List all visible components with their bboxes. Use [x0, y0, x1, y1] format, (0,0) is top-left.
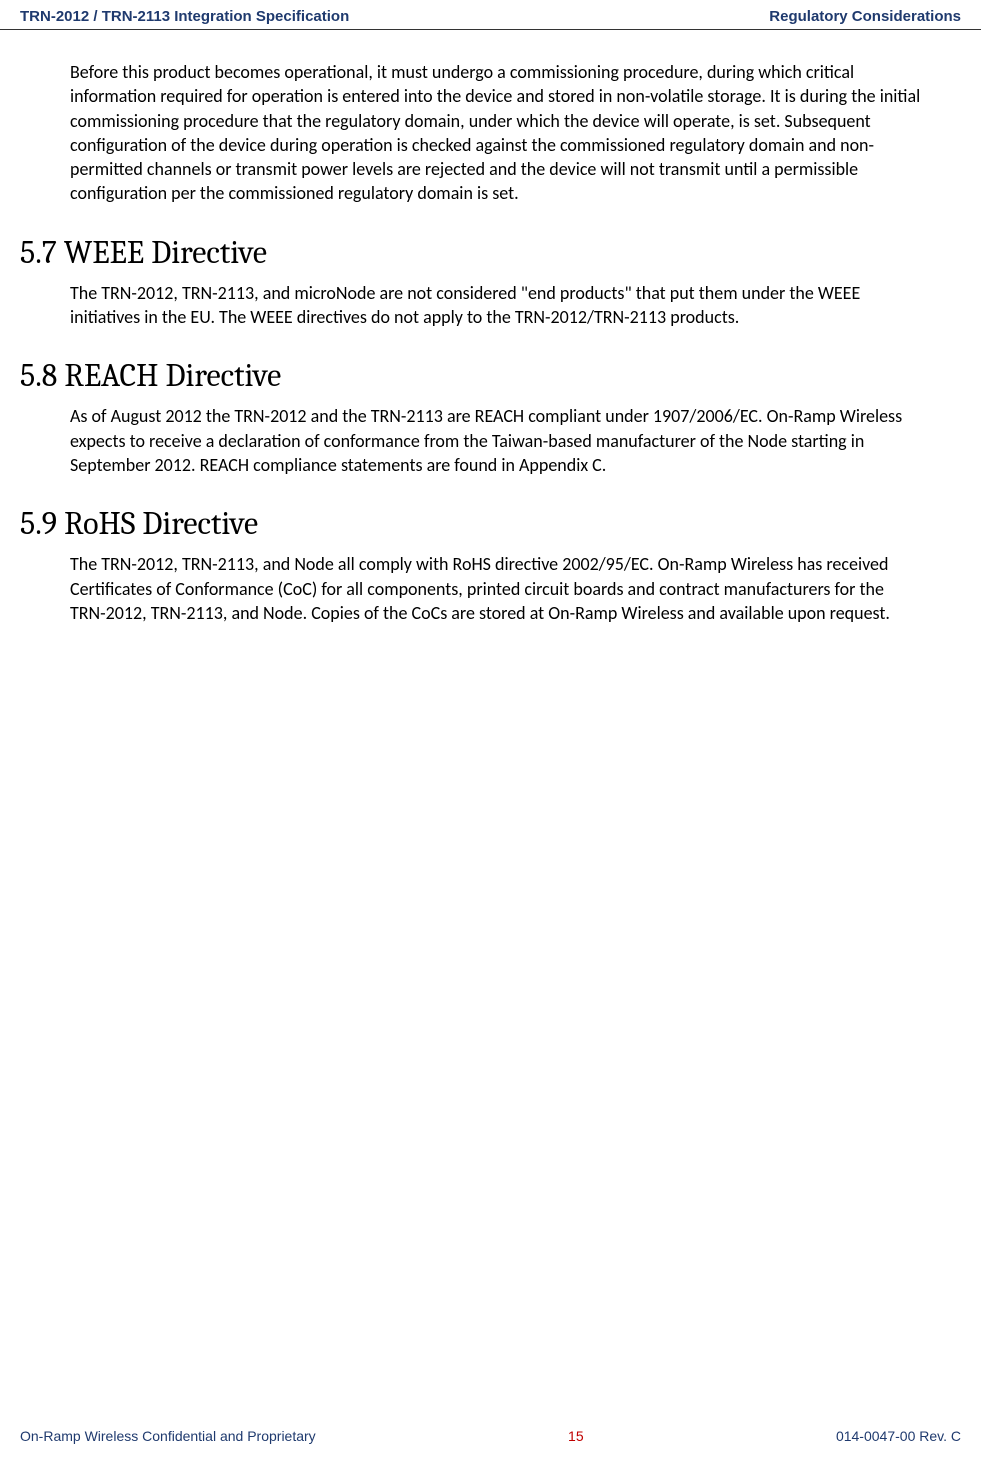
section-heading-rohs: 5.9 RoHS Directive: [20, 505, 921, 542]
footer-doc-revision: 014-0047-00 Rev. C: [836, 1428, 961, 1444]
header-section-title: Regulatory Considerations: [769, 8, 961, 25]
section-body-weee: The TRN-2012, TRN-2113, and microNode ar…: [70, 281, 921, 330]
section-title: REACH Directive: [64, 357, 281, 394]
section-body-reach: As of August 2012 the TRN-2012 and the T…: [70, 404, 921, 477]
page-footer: On-Ramp Wireless Confidential and Propri…: [0, 1428, 981, 1444]
section-heading-reach: 5.8 REACH Directive: [20, 357, 921, 394]
section-heading-weee: 5.7 WEEE Directive: [20, 234, 921, 271]
section-number: 5.7: [20, 234, 57, 271]
section-title: RoHS Directive: [64, 505, 258, 542]
footer-confidential: On-Ramp Wireless Confidential and Propri…: [20, 1428, 316, 1444]
section-number: 5.9: [20, 505, 57, 542]
footer-page-number: 15: [568, 1428, 584, 1444]
section-body-rohs: The TRN-2012, TRN-2113, and Node all com…: [70, 552, 921, 625]
intro-paragraph: Before this product becomes operational,…: [70, 60, 921, 206]
page-header: TRN-2012 / TRN-2113 Integration Specific…: [0, 0, 981, 30]
section-number: 5.8: [20, 357, 57, 394]
header-doc-title: TRN-2012 / TRN-2113 Integration Specific…: [20, 8, 349, 25]
page-content: Before this product becomes operational,…: [0, 60, 981, 625]
section-title: WEEE Directive: [64, 234, 267, 271]
